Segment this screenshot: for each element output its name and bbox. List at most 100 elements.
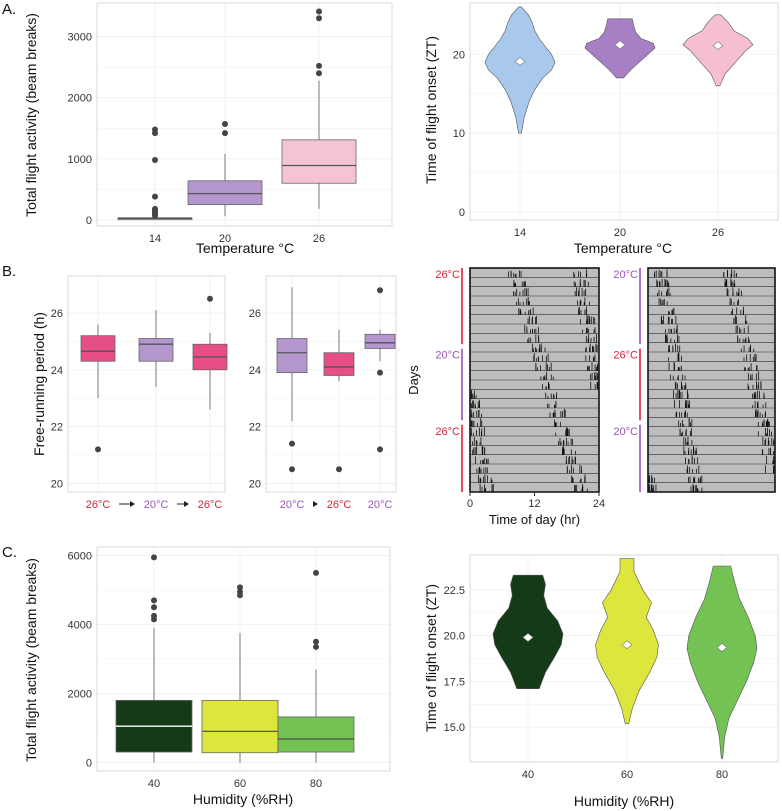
c2-ytick-label: 15.0 [444, 722, 465, 734]
a2-ytick-label: 0 [459, 207, 465, 219]
a1-outlier-point [222, 130, 228, 137]
b2-ytick-label: 22 [249, 422, 261, 434]
b2-ytick-label: 26 [249, 308, 261, 320]
a1-xtick-label: 20 [219, 233, 231, 245]
b1-ylabel: Free-running period (h) [31, 312, 47, 456]
b2-outlier-point [336, 466, 342, 473]
a2-xtick-label: 14 [514, 227, 526, 239]
c1-outlier-point [151, 604, 157, 611]
panel-letter-c: C. [2, 544, 17, 561]
actogram-xtick-label: 24 [593, 498, 605, 510]
actogram-right-temp-label: 20°C [613, 426, 638, 438]
a1-ytick-label: 3000 [68, 32, 92, 44]
b1-xtick-label: 26°C [86, 499, 111, 511]
a1-outlier-point [152, 212, 158, 219]
a1-ylabel: Total flight activity (beam breaks) [23, 13, 39, 217]
c1-xtick-label: 80 [310, 778, 322, 790]
actogram-right-temp-label: 26°C [613, 350, 638, 362]
c2-ytick-label: 17.5 [444, 676, 465, 688]
c2-violin [686, 565, 758, 759]
c1-outlier-point [237, 584, 243, 591]
a1-ytick-label: 0 [86, 215, 92, 227]
b2-box [364, 333, 396, 349]
c1-ytick-label: 6000 [68, 551, 92, 563]
b1-ytick-label: 24 [51, 365, 63, 377]
a1-outlier-point [316, 8, 322, 15]
c1-outlier-point [151, 616, 157, 623]
b1-box [80, 335, 116, 362]
c2-mean-marker [621, 640, 633, 650]
a1-plot-frame [96, 2, 393, 227]
b1-outlier-point [207, 295, 213, 302]
a1-ytick-label: 1000 [68, 154, 92, 166]
c1-box [277, 716, 355, 753]
b2-ytick-label: 20 [249, 478, 261, 490]
b1-outlier-point [95, 446, 101, 453]
c1-outlier-point [313, 638, 319, 645]
c1-outlier-point [151, 554, 157, 561]
actogram-right-temp-label: 20°C [613, 269, 638, 281]
b2-outlier-point [377, 287, 383, 294]
c2-ylabel: Time of flight onset (ZT) [423, 584, 439, 732]
panel-letter-b: B. [2, 263, 16, 280]
actogram-left-temp-label: 26°C [435, 269, 460, 281]
b2-outlier-point [377, 369, 383, 376]
actogram-xtick-label: 12 [528, 498, 540, 510]
a2-ytick-label: 20 [453, 49, 465, 61]
c2-violin [492, 574, 564, 690]
c1-xtick-label: 40 [148, 778, 160, 790]
b2-outlier-point [289, 466, 295, 473]
c2-xlabel: Humidity (%RH) [574, 793, 674, 809]
b1-xtick-label: 26°C [198, 499, 223, 511]
a2-mean-marker [712, 41, 724, 50]
b2-transition-arrowhead [313, 501, 318, 507]
a1-box [187, 180, 263, 206]
c1-xlabel: Humidity (%RH) [193, 791, 293, 807]
c1-plot-frame [96, 546, 391, 772]
a1-outlier-point [222, 120, 228, 127]
a1-outlier-point [316, 62, 322, 69]
c1-outlier-point [151, 597, 157, 604]
actogram-xtick-label: 0 [467, 498, 473, 510]
b2-xtick-label: 26°C [327, 499, 352, 511]
c2-xtick-label: 60 [621, 769, 633, 781]
a1-xlabel: Temperature °C [196, 240, 294, 256]
c2-xtick-label: 80 [716, 769, 728, 781]
b1-ytick-label: 20 [51, 478, 63, 490]
b1-transition-arrowhead [130, 501, 135, 507]
c1-outlier-point [313, 643, 319, 650]
actogram-left-temp-label: 20°C [435, 350, 460, 362]
b2-xtick-label: 20°C [368, 499, 393, 511]
c2-ytick-label: 20.0 [444, 631, 465, 643]
a2-xtick-label: 20 [614, 227, 626, 239]
b2-box [323, 352, 355, 376]
c1-ytick-label: 2000 [68, 688, 92, 700]
a1-outlier-point [316, 70, 322, 77]
c2-mean-marker [522, 633, 534, 642]
a2-mean-marker [614, 40, 626, 50]
a1-outlier-point [152, 193, 158, 200]
a1-outlier-point [152, 130, 158, 137]
c1-outlier-point [237, 592, 243, 599]
b1-ytick-label: 22 [51, 422, 63, 434]
a2-xlabel: Temperature °C [574, 240, 672, 256]
b2-box [276, 338, 308, 374]
c2-mean-marker [716, 643, 728, 652]
b1-plot-frame [67, 275, 226, 493]
a1-outlier-point [152, 157, 158, 164]
b2-outlier-point [289, 440, 295, 447]
c1-outlier-point [313, 569, 319, 576]
a1-box [281, 139, 357, 184]
c1-xtick-label: 60 [234, 778, 246, 790]
a2-violin [484, 6, 556, 134]
a2-ylabel: Time of flight onset (ZT) [423, 36, 439, 184]
a2-mean-marker [514, 57, 526, 66]
c1-ytick-label: 0 [86, 757, 92, 769]
actogram-xlabel: Time of day (hr) [489, 512, 580, 527]
a2-ytick-label: 10 [453, 128, 465, 140]
b2-plot-frame [265, 275, 397, 493]
c2-ytick-label: 22.5 [444, 585, 465, 597]
actogram-ylabel: Days [406, 365, 421, 395]
